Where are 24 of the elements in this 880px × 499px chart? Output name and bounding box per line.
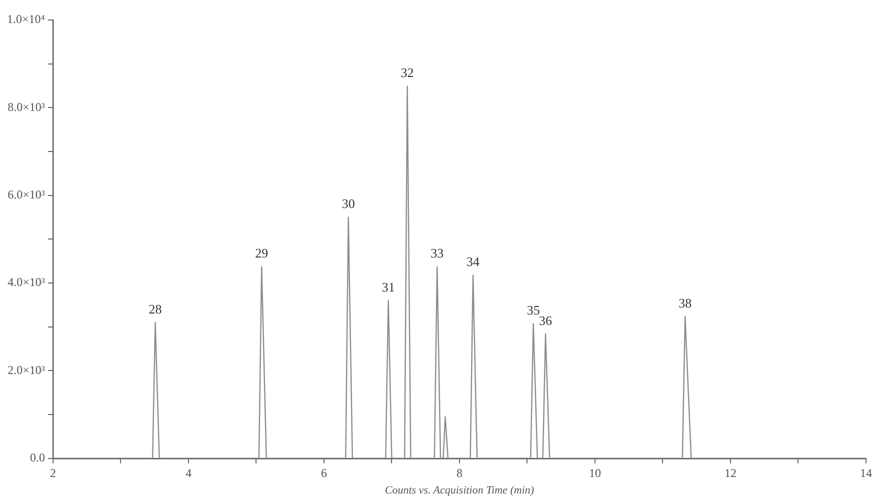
annotation: 29 <box>255 246 268 261</box>
annotation: 35 <box>526 302 540 318</box>
x-axis-title: Counts vs. Acquisition Time (min) <box>384 484 534 496</box>
annotation: 33 <box>430 246 444 261</box>
y-tick-label: 6.0×10³ <box>8 188 46 202</box>
x-tick-label: 4 <box>185 466 192 480</box>
y-tick-label: 0.0 <box>30 450 45 465</box>
x-tick-label: 6 <box>320 466 327 480</box>
x-tick-label: 10 <box>588 466 601 480</box>
x-tick-label: 8 <box>456 466 462 480</box>
annotation: 36 <box>539 312 553 328</box>
annotation: 31 <box>382 280 395 294</box>
annotation: 38 <box>678 295 692 310</box>
x-tick-label: 12 <box>724 466 736 480</box>
x-tick-label: 2 <box>50 466 56 480</box>
x-tick-label: 14 <box>860 466 872 480</box>
annotation: 32 <box>400 65 414 80</box>
y-tick-label: 1.0×10⁴ <box>7 12 45 26</box>
y-tick-label: 4.0×10³ <box>8 275 46 290</box>
y-tick-label: 8.0×10³ <box>8 100 46 114</box>
annotation: 28 <box>148 301 162 316</box>
annotation: 34 <box>466 254 480 270</box>
y-tick-label: 2.0×10³ <box>8 362 46 377</box>
annotation: 30 <box>342 196 355 212</box>
